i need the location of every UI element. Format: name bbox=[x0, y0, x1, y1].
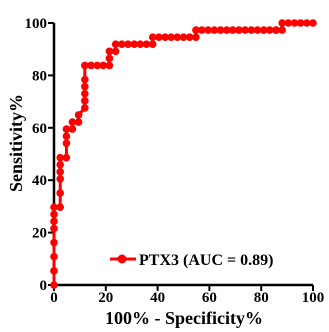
roc-point bbox=[179, 33, 188, 41]
roc-point bbox=[272, 26, 280, 34]
legend: PTX3 (AUC = 0.89) bbox=[110, 252, 273, 269]
roc-point bbox=[99, 61, 108, 70]
x-ticks: 0 20 40 60 80 100 bbox=[50, 285, 324, 306]
x-tick-label: 60 bbox=[202, 290, 217, 306]
roc-point bbox=[68, 125, 77, 133]
roc-point bbox=[222, 26, 231, 34]
roc-point bbox=[81, 97, 89, 105]
roc-point bbox=[204, 26, 212, 34]
roc-point bbox=[105, 47, 114, 56]
y-tick-label: 60 bbox=[32, 121, 47, 137]
roc-point bbox=[81, 82, 89, 91]
roc-point bbox=[111, 47, 120, 56]
roc-point bbox=[290, 19, 299, 27]
roc-point bbox=[161, 33, 169, 41]
roc-point bbox=[136, 40, 145, 49]
roc-point bbox=[142, 40, 151, 49]
y-tick-label: 40 bbox=[32, 173, 47, 189]
roc-point bbox=[62, 132, 71, 140]
roc-point bbox=[309, 19, 317, 27]
roc-point bbox=[284, 19, 293, 27]
roc-point bbox=[81, 75, 89, 84]
roc-point bbox=[216, 26, 225, 34]
roc-point bbox=[105, 61, 114, 70]
roc-point bbox=[124, 40, 132, 49]
roc-point bbox=[185, 33, 194, 41]
roc-point bbox=[56, 168, 65, 176]
roc-point bbox=[210, 26, 219, 34]
roc-point bbox=[50, 210, 58, 219]
roc-point bbox=[118, 40, 126, 49]
roc-point bbox=[198, 26, 206, 34]
roc-point bbox=[155, 33, 163, 41]
roc-point bbox=[148, 33, 157, 41]
x-axis-label: 100% - Specificity% bbox=[105, 308, 263, 328]
roc-point bbox=[50, 224, 58, 233]
y-ticks: 0 20 40 60 80 100 bbox=[25, 16, 54, 294]
roc-point bbox=[56, 160, 65, 169]
roc-point bbox=[50, 267, 58, 275]
y-axis-label: Sensitivity% bbox=[6, 94, 26, 192]
roc-point bbox=[296, 19, 305, 27]
roc-point bbox=[81, 89, 89, 98]
roc-point bbox=[62, 139, 71, 148]
y-tick-label: 0 bbox=[40, 278, 48, 294]
roc-point bbox=[56, 189, 65, 197]
roc-point bbox=[93, 61, 102, 70]
roc-point bbox=[111, 40, 120, 49]
roc-point bbox=[81, 104, 89, 112]
roc-point bbox=[105, 54, 114, 63]
roc-point bbox=[56, 153, 65, 162]
roc-point bbox=[253, 26, 262, 34]
roc-point bbox=[74, 111, 83, 119]
roc-point bbox=[241, 26, 249, 34]
plot-area bbox=[50, 19, 317, 289]
roc-point bbox=[148, 40, 157, 49]
legend-label: PTX3 (AUC = 0.89) bbox=[139, 252, 273, 269]
roc-point bbox=[173, 33, 182, 41]
y-tick-label: 20 bbox=[32, 226, 47, 242]
roc-point bbox=[259, 26, 268, 34]
roc-point bbox=[50, 281, 58, 289]
roc-point bbox=[167, 33, 175, 41]
roc-point bbox=[302, 19, 311, 27]
roc-point bbox=[228, 26, 237, 34]
roc-point bbox=[265, 26, 274, 34]
x-tick-label: 100 bbox=[302, 290, 325, 306]
legend-marker-swatch bbox=[117, 254, 127, 264]
x-tick-label: 80 bbox=[254, 290, 269, 306]
roc-point bbox=[56, 175, 65, 183]
roc-point bbox=[247, 26, 256, 34]
roc-point bbox=[192, 26, 200, 34]
roc-point bbox=[62, 125, 71, 133]
roc-point bbox=[81, 61, 89, 70]
roc-point bbox=[56, 203, 65, 211]
roc-point bbox=[278, 26, 286, 34]
roc-point bbox=[278, 19, 286, 27]
roc-point bbox=[50, 238, 58, 247]
x-tick-label: 0 bbox=[50, 290, 58, 306]
roc-point bbox=[130, 40, 139, 49]
x-tick-label: 20 bbox=[98, 290, 113, 306]
roc-point bbox=[68, 118, 77, 126]
roc-point bbox=[235, 26, 243, 34]
x-tick-label: 40 bbox=[150, 290, 165, 306]
y-tick-label: 100 bbox=[25, 16, 48, 32]
roc-point bbox=[87, 61, 95, 70]
roc-point bbox=[50, 252, 58, 261]
roc-point bbox=[50, 217, 58, 226]
roc-point bbox=[50, 203, 58, 211]
roc-point bbox=[192, 33, 200, 41]
roc-point bbox=[62, 153, 71, 162]
roc-point bbox=[74, 118, 83, 126]
y-tick-label: 80 bbox=[32, 68, 47, 84]
